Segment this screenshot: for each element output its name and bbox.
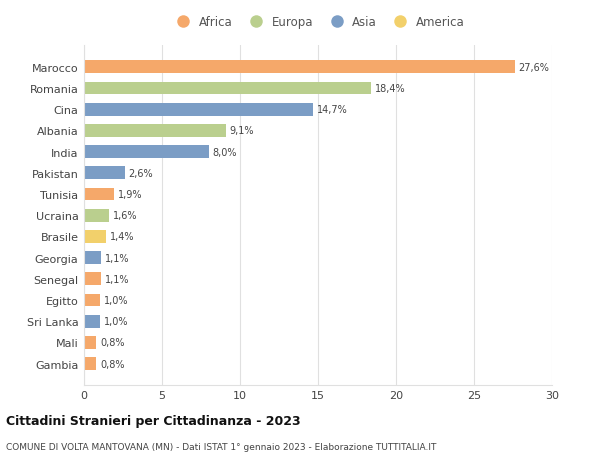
Text: 27,6%: 27,6%	[518, 63, 550, 73]
Bar	[84, 209, 109, 222]
Text: 1,9%: 1,9%	[118, 190, 142, 200]
Text: 1,0%: 1,0%	[104, 295, 128, 305]
Text: 14,7%: 14,7%	[317, 105, 348, 115]
Text: 1,1%: 1,1%	[105, 253, 130, 263]
Text: 1,1%: 1,1%	[105, 274, 130, 284]
Text: 1,0%: 1,0%	[104, 317, 128, 326]
Bar	[84, 358, 97, 370]
Bar	[84, 315, 100, 328]
Bar	[84, 336, 97, 349]
Text: 1,4%: 1,4%	[110, 232, 134, 242]
Text: 0,8%: 0,8%	[100, 338, 125, 347]
Bar	[84, 104, 313, 116]
Bar	[84, 273, 101, 285]
Bar	[84, 167, 125, 180]
Bar	[84, 62, 515, 74]
Text: 9,1%: 9,1%	[230, 126, 254, 136]
Text: 0,8%: 0,8%	[100, 359, 125, 369]
Text: Cittadini Stranieri per Cittadinanza - 2023: Cittadini Stranieri per Cittadinanza - 2…	[6, 414, 301, 428]
Bar	[84, 252, 101, 264]
Bar	[84, 188, 113, 201]
Bar	[84, 294, 100, 307]
Text: 1,6%: 1,6%	[113, 211, 137, 221]
Text: 18,4%: 18,4%	[375, 84, 406, 94]
Bar	[84, 230, 106, 243]
Legend: Africa, Europa, Asia, America: Africa, Europa, Asia, America	[167, 11, 469, 34]
Bar	[84, 146, 209, 159]
Text: 2,6%: 2,6%	[128, 168, 153, 179]
Bar	[84, 83, 371, 95]
Text: 8,0%: 8,0%	[212, 147, 237, 157]
Text: COMUNE DI VOLTA MANTOVANA (MN) - Dati ISTAT 1° gennaio 2023 - Elaborazione TUTTI: COMUNE DI VOLTA MANTOVANA (MN) - Dati IS…	[6, 442, 436, 451]
Bar	[84, 125, 226, 138]
